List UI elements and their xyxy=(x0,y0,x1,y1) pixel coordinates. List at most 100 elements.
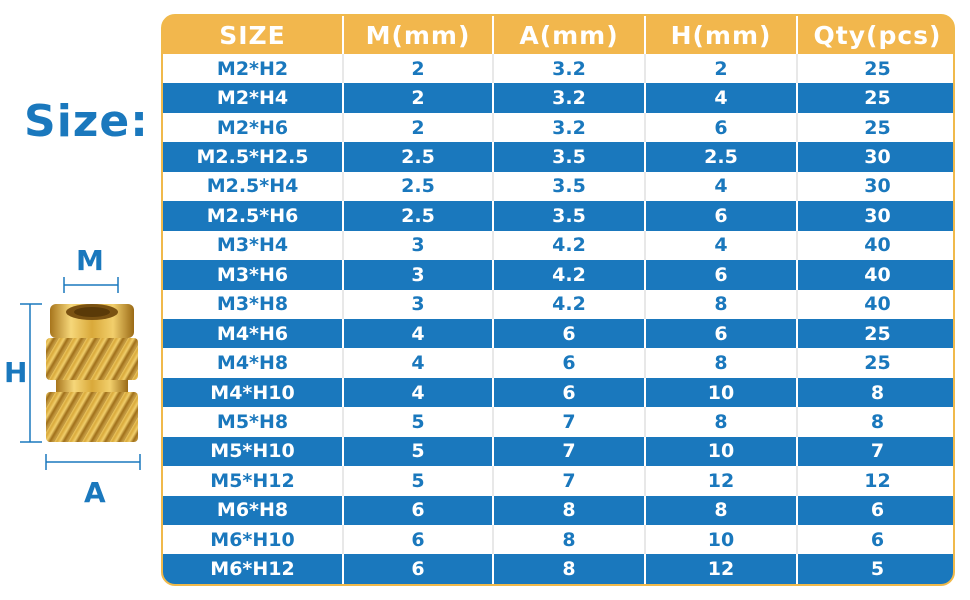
header-a: A(mm) xyxy=(493,16,646,54)
dimension-label-m: M xyxy=(76,244,104,277)
table-row: M4*H6 4 6 6 25 xyxy=(163,318,953,349)
cell-m: 2 xyxy=(343,112,494,143)
cell-a: 7 xyxy=(493,436,646,467)
cell-qty: 6 xyxy=(797,495,953,525)
cell-m: 4 xyxy=(343,377,494,408)
header-m: M(mm) xyxy=(343,16,494,54)
cell-size: M2*H4 xyxy=(163,83,344,113)
cell-qty: 7 xyxy=(797,436,953,467)
dimension-label-a: A xyxy=(84,476,106,509)
cell-h: 8 xyxy=(645,495,798,525)
cell-h: 10 xyxy=(645,436,798,467)
cell-size: M5*H10 xyxy=(163,436,344,467)
cell-a: 3.2 xyxy=(493,112,646,143)
cell-a: 3.5 xyxy=(493,201,646,231)
cell-a: 6 xyxy=(493,377,646,408)
cell-a: 3.5 xyxy=(493,142,646,172)
cell-size: M6*H12 xyxy=(163,554,344,584)
cell-qty: 25 xyxy=(797,318,953,349)
table-row: M6*H10 6 8 10 6 xyxy=(163,525,953,555)
insert-upper-knurl xyxy=(46,338,138,380)
cell-size: M4*H6 xyxy=(163,318,344,349)
cell-h: 10 xyxy=(645,377,798,408)
size-table: SIZE M(mm) A(mm) H(mm) Qty(pcs) M2*H2 2 3.… xyxy=(163,16,953,584)
cell-qty: 40 xyxy=(797,289,953,319)
cell-h: 4 xyxy=(645,83,798,113)
cell-h: 10 xyxy=(645,525,798,555)
cell-m: 5 xyxy=(343,436,494,467)
cell-qty: 25 xyxy=(797,54,953,84)
size-heading: Size: xyxy=(24,96,149,147)
cell-size: M2.5*H6 xyxy=(163,201,344,231)
cell-size: M2*H2 xyxy=(163,54,344,84)
cell-h: 6 xyxy=(645,260,798,290)
insert-middle-groove xyxy=(56,380,128,392)
cell-a: 8 xyxy=(493,554,646,584)
table-row: M2.5*H6 2.5 3.5 6 30 xyxy=(163,201,953,231)
cell-h: 6 xyxy=(645,318,798,349)
cell-qty: 30 xyxy=(797,142,953,172)
cell-size: M5*H8 xyxy=(163,407,344,437)
table-body: M2*H2 2 3.2 2 25 M2*H4 2 3.2 4 25 M2*H6 2 3.2 6 25 M2.5… xyxy=(163,54,953,584)
table-row: M2*H4 2 3.2 4 25 xyxy=(163,83,953,113)
cell-h: 6 xyxy=(645,201,798,231)
cell-m: 6 xyxy=(343,525,494,555)
cell-size: M5*H12 xyxy=(163,466,344,496)
cell-a: 6 xyxy=(493,348,646,378)
cell-m: 5 xyxy=(343,466,494,496)
cell-a: 6 xyxy=(493,318,646,349)
cell-h: 2.5 xyxy=(645,142,798,172)
cell-qty: 25 xyxy=(797,83,953,113)
cell-h: 12 xyxy=(645,554,798,584)
cell-m: 2 xyxy=(343,83,494,113)
table-row: M6*H12 6 8 12 5 xyxy=(163,554,953,584)
cell-size: M3*H4 xyxy=(163,230,344,261)
header-h: H(mm) xyxy=(645,16,798,54)
cell-qty: 12 xyxy=(797,466,953,496)
cell-qty: 40 xyxy=(797,230,953,261)
cell-qty: 25 xyxy=(797,112,953,143)
cell-a: 8 xyxy=(493,525,646,555)
cell-m: 2 xyxy=(343,54,494,84)
insert-lower-knurl xyxy=(46,392,138,442)
cell-size: M4*H10 xyxy=(163,377,344,408)
cell-m: 4 xyxy=(343,348,494,378)
cell-h: 8 xyxy=(645,407,798,437)
table-header-row: SIZE M(mm) A(mm) H(mm) Qty(pcs) xyxy=(163,16,953,54)
cell-qty: 40 xyxy=(797,260,953,290)
cell-h: 8 xyxy=(645,289,798,319)
cell-m: 2.5 xyxy=(343,201,494,231)
cell-qty: 30 xyxy=(797,201,953,231)
cell-size: M3*H8 xyxy=(163,289,344,319)
cell-m: 3 xyxy=(343,230,494,261)
cell-a: 4.2 xyxy=(493,260,646,290)
cell-size: M3*H6 xyxy=(163,260,344,290)
cell-m: 3 xyxy=(343,260,494,290)
cell-h: 12 xyxy=(645,466,798,496)
cell-h: 4 xyxy=(645,171,798,202)
cell-a: 7 xyxy=(493,407,646,437)
cell-qty: 8 xyxy=(797,407,953,437)
cell-h: 4 xyxy=(645,230,798,261)
cell-qty: 25 xyxy=(797,348,953,378)
table-row: M5*H10 5 7 10 7 xyxy=(163,436,953,467)
cell-size: M6*H8 xyxy=(163,495,344,525)
cell-m: 3 xyxy=(343,289,494,319)
table-row: M2.5*H4 2.5 3.5 4 30 xyxy=(163,171,953,202)
table-row: M6*H8 6 8 8 6 xyxy=(163,495,953,525)
cell-a: 3.2 xyxy=(493,54,646,84)
table-row: M2*H6 2 3.2 6 25 xyxy=(163,112,953,143)
cell-m: 4 xyxy=(343,318,494,349)
table-row: M5*H12 5 7 12 12 xyxy=(163,466,953,496)
cell-size: M2*H6 xyxy=(163,112,344,143)
cell-a: 3.5 xyxy=(493,171,646,202)
table-row: M3*H6 3 4.2 6 40 xyxy=(163,260,953,290)
header-size: SIZE xyxy=(163,16,344,54)
table-row: M5*H8 5 7 8 8 xyxy=(163,407,953,437)
cell-m: 6 xyxy=(343,554,494,584)
cell-m: 5 xyxy=(343,407,494,437)
cell-m: 2.5 xyxy=(343,142,494,172)
cell-size: M6*H10 xyxy=(163,525,344,555)
cell-h: 6 xyxy=(645,112,798,143)
cell-qty: 30 xyxy=(797,171,953,202)
